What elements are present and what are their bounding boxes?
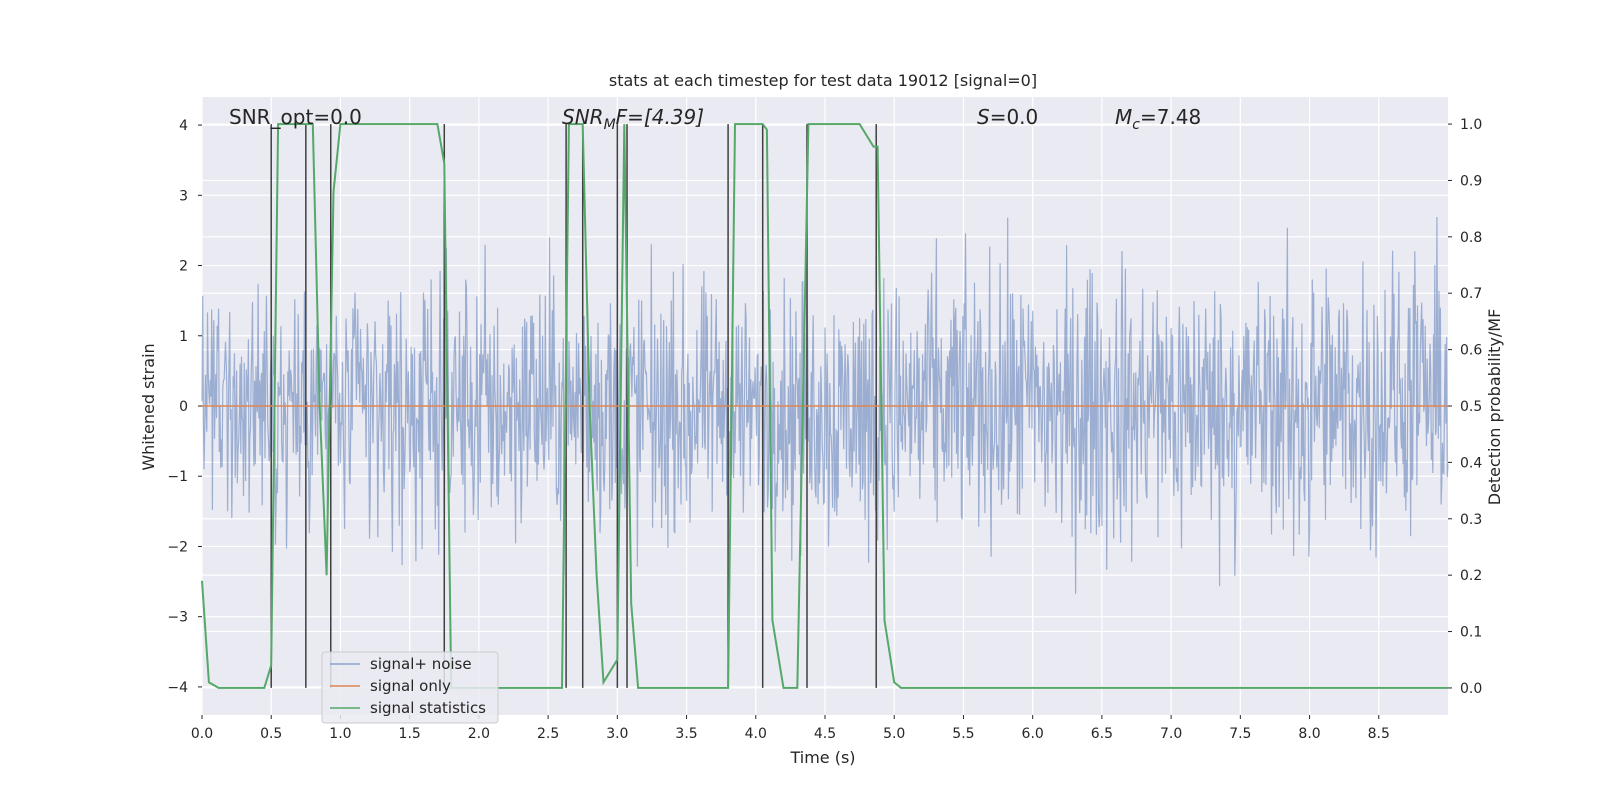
series-signal-statistics-line — [201, 123, 1448, 689]
y-axis-label: Whitened strain — [139, 343, 158, 470]
x-tick-label: 1.5 — [399, 726, 421, 742]
y-tick-label: −3 — [167, 610, 188, 626]
y-tick-label: 4 — [179, 118, 188, 134]
legend-label-signal-statistics: signal statistics — [370, 699, 486, 717]
x-tick-label: 8.5 — [1368, 726, 1390, 742]
x-axis-label: Time (s) — [789, 748, 855, 767]
x-tick-label: 0.5 — [260, 726, 282, 742]
y2-tick-label: 0.5 — [1460, 399, 1482, 415]
x-tick-label: 1.0 — [329, 726, 351, 742]
x-tick-label: 4.0 — [745, 726, 767, 742]
annotation-s: S=0.0 — [977, 105, 1038, 129]
annotation-mc: Mc=7.48 — [1115, 105, 1201, 133]
x-tick-label: 5.5 — [952, 726, 974, 742]
legend: signal+ noise signal only signal statist… — [321, 651, 499, 724]
x-tick-label: 6.0 — [1022, 726, 1044, 742]
y-tick-label: 3 — [179, 188, 188, 204]
x-tick-label: 3.5 — [675, 726, 697, 742]
y-tick-label: 1 — [179, 329, 188, 345]
y2-tick-label: 0.3 — [1460, 512, 1482, 528]
x-tick-label: 6.5 — [1091, 726, 1113, 742]
y2-tick-label: 0.1 — [1460, 625, 1482, 641]
chart-title: stats at each timestep for test data 190… — [609, 71, 1037, 90]
y2-tick-label: 0.7 — [1460, 286, 1482, 302]
x-tick-label: 4.5 — [814, 726, 836, 742]
x-tick-label: 7.5 — [1229, 726, 1251, 742]
y2-tick-label: 0.2 — [1460, 568, 1482, 584]
y-tick-label: −2 — [167, 539, 188, 555]
y2-tick-label: 0.4 — [1460, 455, 1482, 471]
y2-axis-label: Detection probability/MF — [1485, 309, 1504, 506]
y-tick-label: 0 — [179, 399, 188, 415]
x-tick-label: 2.0 — [468, 726, 490, 742]
legend-label-signal-only: signal only — [370, 677, 451, 695]
x-tick-label: 2.5 — [537, 726, 559, 742]
x-tick-label: 0.0 — [191, 726, 213, 742]
annotation-snr-mf: SNRMF=[4.39] — [562, 105, 704, 133]
x-tick-label: 7.0 — [1160, 726, 1182, 742]
x-tick-label: 5.0 — [883, 726, 905, 742]
x-tick-label: 8.0 — [1298, 726, 1320, 742]
y-tick-label: −4 — [167, 680, 188, 696]
y2-tick-label: 1.0 — [1460, 117, 1482, 133]
y2-tick-label: 0.9 — [1460, 173, 1482, 189]
x-tick-label: 3.0 — [606, 726, 628, 742]
annotation-snr-opt: SNR_opt=0.0 — [229, 105, 362, 129]
y2-tick-label: 0.0 — [1460, 681, 1482, 697]
y-tick-label: −1 — [167, 469, 188, 485]
y2-tick-label: 0.8 — [1460, 230, 1482, 246]
legend-label-signal-noise: signal+ noise — [370, 655, 472, 673]
series-signal-noise-line — [201, 216, 1449, 594]
legend-box — [321, 651, 499, 724]
y-tick-label: 2 — [179, 259, 188, 275]
y2-tick-label: 0.6 — [1460, 343, 1482, 359]
